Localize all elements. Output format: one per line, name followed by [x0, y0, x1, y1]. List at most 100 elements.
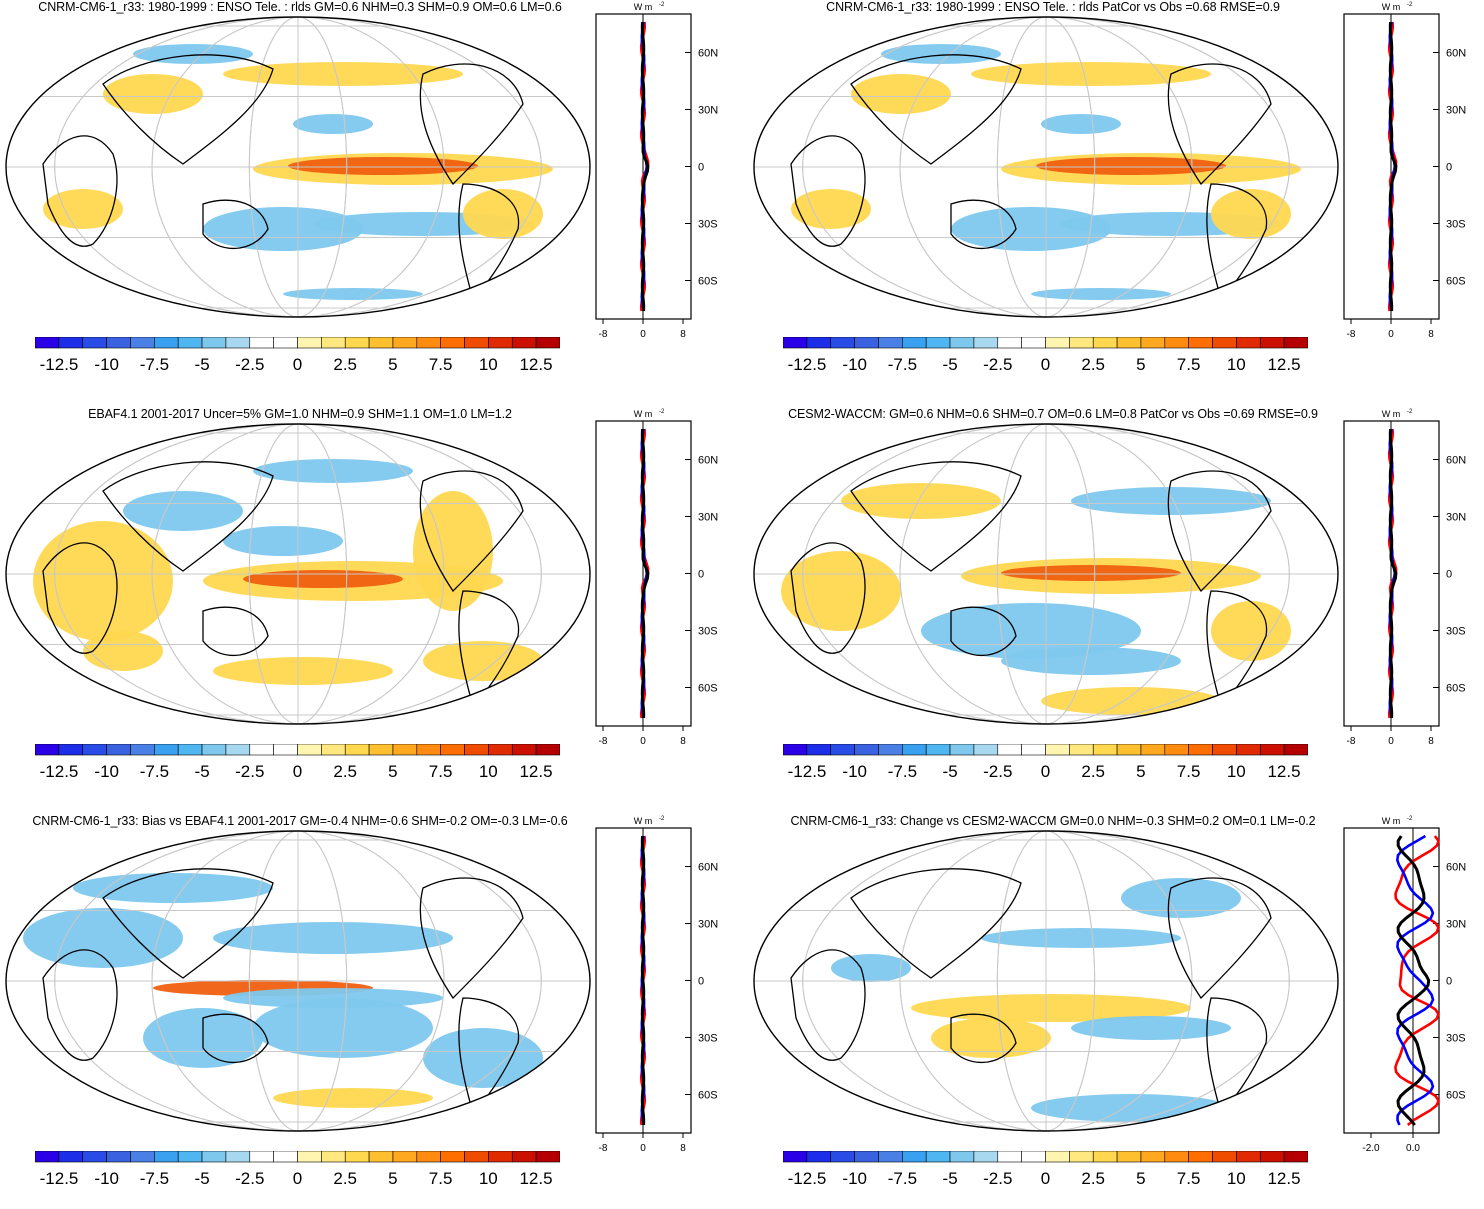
- colorbar-swatch: [997, 1151, 1022, 1163]
- zonal-x-tick-label: -2.0: [1362, 1143, 1380, 1154]
- zonal-line-model: [1395, 834, 1435, 1126]
- colorbar-swatch: [783, 337, 808, 349]
- map-anomaly-region: [841, 483, 1001, 519]
- map-anomaly-region: [831, 954, 911, 982]
- colorbar-label: -10: [94, 355, 119, 374]
- zonal-x-tick-label: 8: [680, 329, 686, 340]
- map-border: [753, 16, 1339, 318]
- coastline: [1167, 63, 1272, 186]
- colorbar-swatch: [392, 337, 418, 349]
- colorbar-swatch: [806, 744, 832, 756]
- zonal-y-tick-label: 30N: [698, 512, 718, 524]
- map-anomaly-region: [33, 521, 173, 641]
- colorbar: -12.5 -10 -7.5 -5 -2.5 0 2.5 5 7.5 10 12.5: [35, 337, 560, 374]
- colorbar-swatch: [1283, 337, 1308, 349]
- colorbar: -12.5 -10 -7.5 -5 -2.5 0 2.5 5 7.5 10 12.5: [783, 744, 1308, 781]
- zonal-y-tick-label: 30N: [698, 919, 718, 931]
- colorbar-swatch: [1212, 744, 1237, 756]
- colorbar-swatch: [321, 1151, 346, 1163]
- zonal-x-tick-label: 0: [1388, 736, 1394, 747]
- colorbar-swatch: [806, 1151, 832, 1163]
- panel-1: CNRM-CM6-1_r33: 1980-1999 : ENSO Tele. :…: [0, 0, 742, 395]
- colorbar-label: 2.5: [333, 355, 357, 374]
- colorbar-label: -7.5: [888, 762, 917, 781]
- map-anomaly-region: [1211, 189, 1291, 239]
- map-anomaly-region: [1001, 565, 1181, 581]
- colorbar-label: 12.5: [519, 1169, 552, 1188]
- zonal-x-tick-label: -8: [599, 736, 608, 747]
- coastline: [1206, 183, 1268, 301]
- zonal-unit-label: W m: [1382, 409, 1401, 419]
- colorbar-label: -5: [195, 1169, 210, 1188]
- colorbar-swatch: [1259, 337, 1285, 349]
- coastline: [42, 135, 118, 247]
- map-anomaly-region: [1071, 487, 1271, 515]
- colorbar-swatch: [416, 744, 441, 756]
- panel-title: EBAF4.1 2001-2017 Uncer=5% GM=1.0 NHM=0.…: [88, 407, 512, 421]
- colorbar-label: 7.5: [429, 355, 453, 374]
- colorbar-label: -7.5: [140, 762, 169, 781]
- zonal-unit-exponent: -2: [1407, 409, 1413, 415]
- colorbar-swatch: [225, 337, 251, 349]
- zonal-y-tick-label: 30S: [1446, 219, 1466, 231]
- colorbar-swatch: [249, 1151, 274, 1163]
- colorbar-swatch: [997, 744, 1022, 756]
- colorbar-swatch: [973, 744, 999, 756]
- coastline: [102, 461, 274, 572]
- colorbar-swatch: [58, 337, 84, 349]
- colorbar-label: -10: [842, 762, 867, 781]
- colorbar-swatch: [58, 744, 84, 756]
- colorbar-swatch: [177, 1151, 203, 1163]
- map-anomaly-region: [283, 288, 423, 300]
- zonal-mean-plot: W m -2 60N 30N 0 30S 60S -8 0 8: [1343, 2, 1466, 340]
- colorbar-swatch: [464, 1151, 489, 1163]
- map-anomaly-region: [951, 207, 1111, 251]
- zonal-mean-plot: W m -2 60N 30N 0 30S 60S -8 0 8: [595, 816, 718, 1154]
- colorbar-label: 5: [1136, 1169, 1145, 1188]
- colorbar-swatch: [1283, 744, 1308, 756]
- zonal-unit-label: W m: [634, 2, 653, 12]
- longitude-line: [899, 17, 1193, 317]
- colorbar: -12.5 -10 -7.5 -5 -2.5 0 2.5 5 7.5 10 12.5: [783, 337, 1308, 374]
- colorbar-label: 0: [293, 762, 302, 781]
- colorbar-label: 2.5: [1081, 355, 1105, 374]
- colorbar-swatch: [1188, 744, 1213, 756]
- colorbar-swatch: [925, 337, 951, 349]
- zonal-y-tick-label: 0: [698, 569, 704, 581]
- zonal-y-tick-label: 0: [1446, 569, 1452, 581]
- colorbar-swatch: [535, 744, 560, 756]
- colorbar-swatch: [878, 744, 903, 756]
- colorbar-swatch: [273, 337, 298, 349]
- panel-title: CNRM-CM6-1_r33: Bias vs EBAF4.1 2001-201…: [32, 814, 568, 828]
- colorbar-swatch: [1116, 337, 1142, 349]
- zonal-y-tick-label: 30S: [698, 219, 718, 231]
- map-anomaly-region: [1001, 647, 1181, 675]
- longitude-line: [996, 17, 1096, 317]
- colorbar-label: -7.5: [888, 1169, 917, 1188]
- colorbar-swatch: [321, 744, 346, 756]
- colorbar-swatch: [1164, 744, 1189, 756]
- zonal-x-tick-label: 0: [640, 736, 646, 747]
- colorbar-label: -7.5: [140, 355, 169, 374]
- colorbar-label: 7.5: [429, 1169, 453, 1188]
- map-anomaly-region: [203, 207, 363, 251]
- colorbar-label: -7.5: [140, 1169, 169, 1188]
- zonal-y-tick-label: 60S: [698, 1090, 718, 1102]
- zonal-mean-plot: W m -2 60N 30N 0 30S 60S -8 0 8: [595, 409, 718, 747]
- zonal-y-tick-label: 30S: [1446, 1033, 1466, 1045]
- zonal-mean-plot: W m -2 60N 30N 0 30S 60S -8 0 8: [1343, 409, 1466, 747]
- colorbar-label: -12.5: [788, 355, 827, 374]
- colorbar-swatch: [82, 744, 107, 756]
- longitude-line: [248, 424, 348, 724]
- colorbar-label: -12.5: [788, 762, 827, 781]
- map-field: [6, 424, 590, 724]
- colorbar-swatch: [392, 744, 418, 756]
- map-anomaly-region: [23, 908, 183, 968]
- map-field: [6, 831, 590, 1131]
- colorbar-swatch: [35, 744, 60, 756]
- map-field: [754, 17, 1338, 317]
- colorbar-swatch: [249, 744, 274, 756]
- colorbar-swatch: [1069, 337, 1094, 349]
- colorbar-swatch: [1045, 337, 1070, 349]
- map-border: [753, 423, 1339, 725]
